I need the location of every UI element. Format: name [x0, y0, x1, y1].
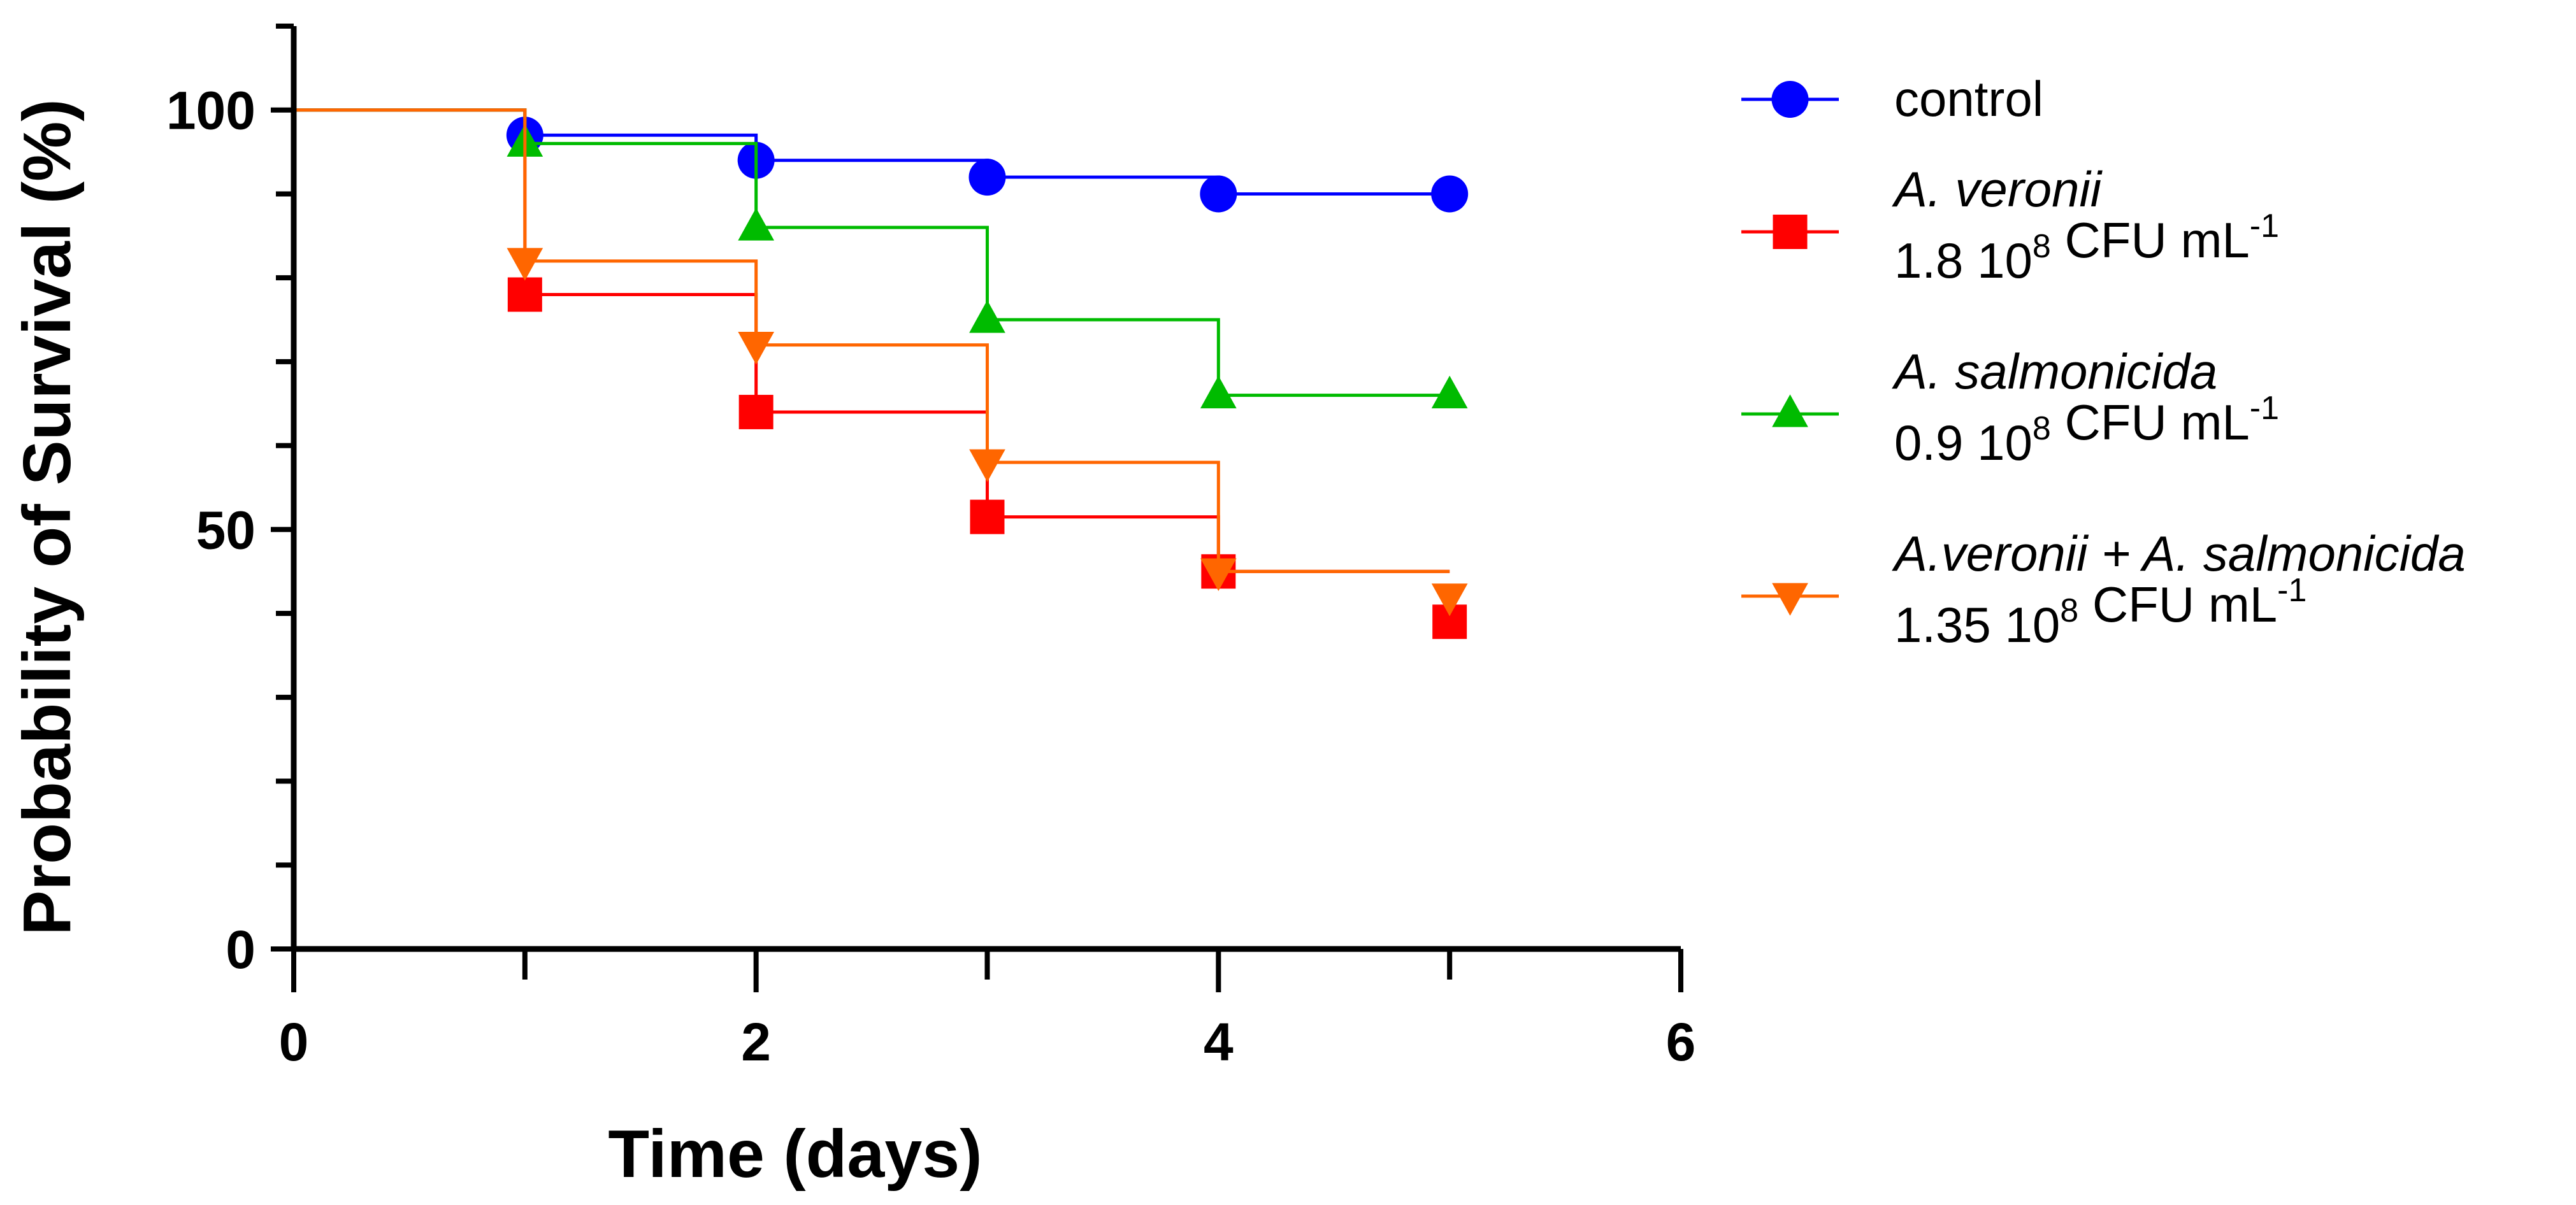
x-tick-label: 6 — [1666, 1012, 1696, 1072]
y-tick-label: 100 — [166, 81, 255, 141]
data-point-control — [1200, 175, 1237, 213]
series-line-control — [294, 108, 1450, 196]
y-tick-label: 50 — [196, 500, 255, 560]
series-line-a-veronii-plus-a-salmonicida — [294, 108, 1450, 573]
series-control — [294, 108, 1469, 213]
y-axis-title: Probability of Survival (%) — [10, 99, 85, 935]
data-point-a-veronii — [507, 277, 542, 312]
axes: 0 50 100 0 2 4 6 — [166, 24, 1696, 1072]
data-point-a-veronii — [738, 394, 774, 429]
data-point-a-salmonicida — [1431, 375, 1468, 409]
legend-concentration-a-veronii: 1.8 108 CFU mL-1 — [1894, 208, 2279, 289]
data-point-control — [968, 159, 1006, 196]
series-line-a-veronii — [294, 108, 1450, 573]
data-point-a-veronii — [970, 499, 1005, 534]
x-tick-label: 2 — [741, 1012, 771, 1072]
legend-entry-control: control — [1741, 71, 2043, 127]
legend-label-a-salmonicida: A. salmonicida — [1892, 343, 2217, 399]
data-point-a-salmonicida — [1200, 375, 1237, 409]
data-point-a-veronii-plus-a-salmonicida — [738, 332, 775, 365]
data-point-a-veronii-plus-a-salmonicida — [1431, 583, 1468, 617]
series-a-veronii-plus-a-salmonicida — [294, 108, 1468, 617]
legend-concentration-a-veronii-plus-a-salmonicida: 1.35 108 CFU mL-1 — [1894, 572, 2306, 653]
plot-series — [294, 108, 1469, 639]
x-axis-title: Time (days) — [608, 1116, 982, 1192]
data-point-a-veronii-plus-a-salmonicida — [1200, 558, 1237, 592]
x-tick-label: 0 — [279, 1012, 309, 1072]
data-point-control — [1431, 175, 1469, 213]
data-point-a-salmonicida — [738, 208, 775, 241]
series-line-a-salmonicida — [294, 108, 1450, 397]
data-point-a-veronii-plus-a-salmonicida — [507, 248, 543, 281]
legend-marker-a-salmonicida — [1772, 394, 1808, 427]
legend-marker-a-veronii — [1773, 215, 1808, 249]
y-tick-label: 0 — [226, 920, 255, 980]
legend-label-a-veronii-plus-a-salmonicida: A.veronii + A. salmonicida — [1892, 525, 2466, 581]
data-point-a-veronii-plus-a-salmonicida — [969, 449, 1005, 482]
x-tick-label: 4 — [1204, 1012, 1234, 1072]
data-point-a-salmonicida — [969, 300, 1005, 333]
legend-label-control: control — [1894, 71, 2043, 127]
legend-marker-control — [1771, 81, 1809, 118]
legend-marker-a-veronii-plus-a-salmonicida — [1772, 583, 1808, 616]
series-a-veronii — [294, 108, 1467, 639]
legend-concentration-a-salmonicida: 0.9 108 CFU mL-1 — [1894, 390, 2279, 471]
legend-label-a-veronii: A. veronii — [1892, 161, 2103, 217]
series-a-salmonicida — [294, 108, 1468, 409]
